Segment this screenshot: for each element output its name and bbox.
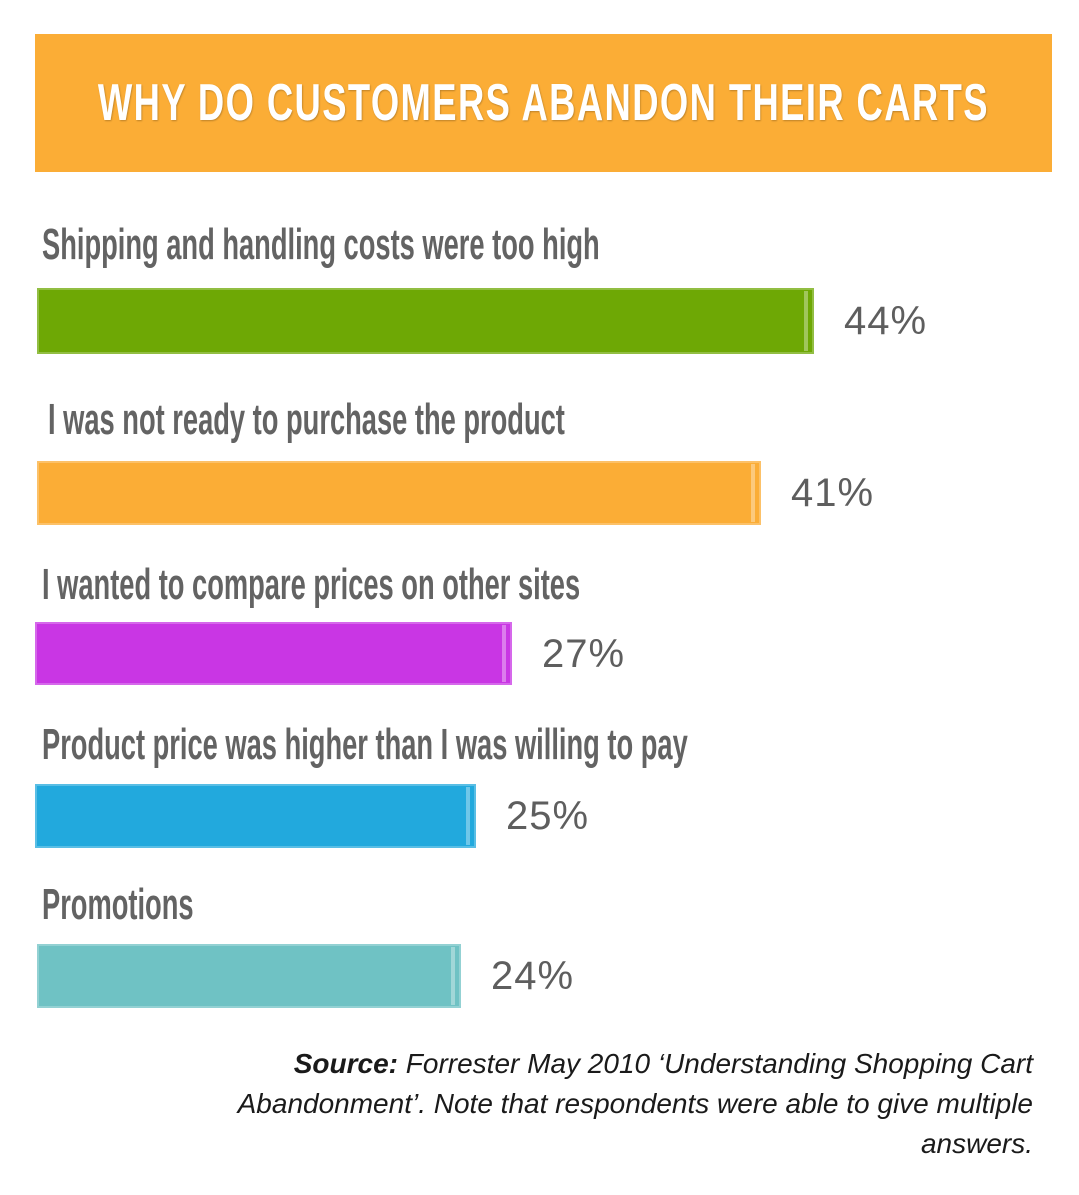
value-label: 24% — [491, 954, 575, 998]
source-text: Forrester May 2010 ‘Understanding Shoppi… — [237, 1048, 1033, 1159]
category-label: Promotions — [42, 880, 194, 929]
value-label: 41% — [791, 471, 875, 515]
source-note: Source: Forrester May 2010 ‘Understandin… — [133, 1044, 1033, 1164]
bar-highlight — [751, 464, 755, 522]
bar — [37, 944, 461, 1008]
value-label: 27% — [542, 631, 626, 676]
bar — [37, 461, 761, 525]
category-label: Shipping and handling costs were too hig… — [42, 220, 600, 269]
bar-highlight — [502, 625, 506, 682]
bar — [35, 622, 512, 685]
chart-title: WHY DO CUSTOMERS ABANDON THEIR CARTS — [98, 74, 990, 132]
category-label: I wanted to compare prices on other site… — [42, 560, 581, 609]
category-label: Product price was higher than I was will… — [42, 720, 688, 769]
value-label: 44% — [844, 299, 928, 343]
category-label: I was not ready to purchase the product — [48, 395, 565, 444]
chart-title-banner: WHY DO CUSTOMERS ABANDON THEIR CARTS — [35, 34, 1052, 172]
value-label: 25% — [506, 794, 590, 838]
bar-highlight — [804, 291, 808, 351]
bar — [37, 288, 814, 354]
bar-highlight — [451, 947, 455, 1005]
bar-highlight — [466, 787, 470, 845]
bar — [35, 784, 476, 848]
source-label: Source: — [293, 1048, 398, 1079]
